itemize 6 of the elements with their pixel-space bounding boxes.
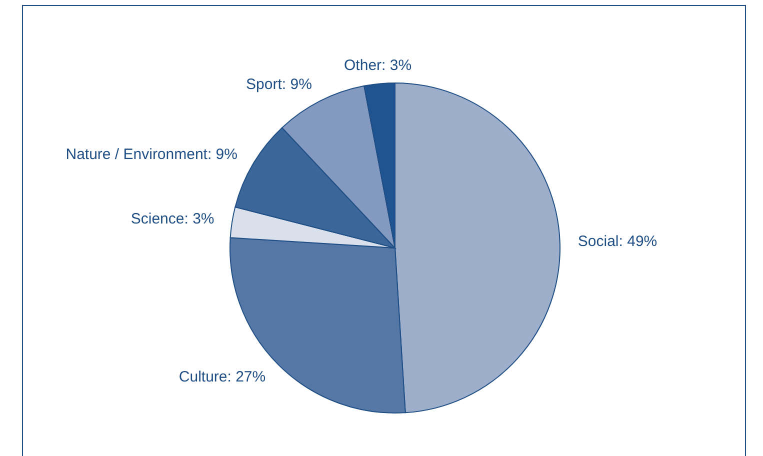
slice-label: Nature / Environment: 9% xyxy=(66,146,238,163)
slice-label: Culture: 27% xyxy=(178,368,266,386)
slice-label: Other: 3% xyxy=(344,56,412,74)
slice-label: Science: 3% xyxy=(130,210,214,228)
slice-label: Sport: 9% xyxy=(246,76,312,93)
slice-label: Social: 49% xyxy=(578,233,658,250)
